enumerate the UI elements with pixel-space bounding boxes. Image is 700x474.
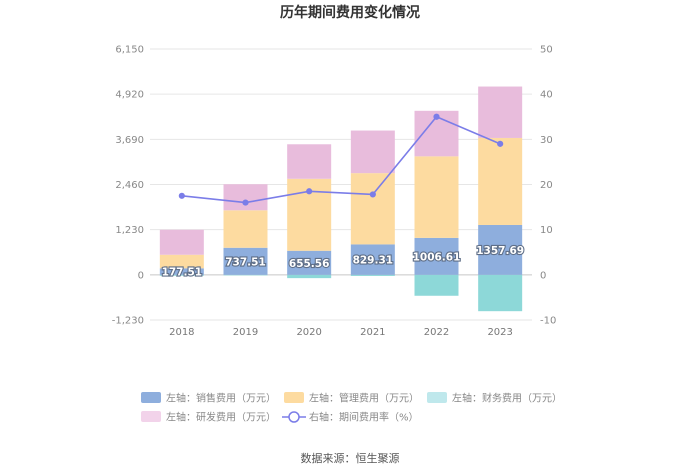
sales-data-label: 1357.69 [476,245,524,257]
bar-rnd [478,86,523,138]
sales-data-label: 829.31 [353,255,394,267]
expense-rate-point [306,188,313,195]
chart-title: 历年期间费用变化情况 [280,4,420,21]
legend-swatch [284,392,304,403]
x-tick-label: 2022 [424,327,449,338]
expense-rate-point [242,199,249,206]
legend-swatch [427,392,447,403]
bar-financial [159,274,204,276]
x-tick-label: 2020 [296,327,321,338]
bar-management [223,210,268,248]
bar-management [478,137,523,225]
bar-data-labels: 177.51 737.51 655.56 829.31 1006.61 1357.69 [160,244,525,280]
expense-rate-point [178,192,185,199]
bar-sales [478,224,523,275]
x-tick-label: 2021 [360,327,385,338]
bar-management [159,254,204,269]
legend-swatch [141,392,161,403]
left-axis-ticks: 6,150 4,920 3,690 2,460 1,230 0 -1,230 [112,45,144,327]
bar-rnd [287,144,332,179]
bar-rnd [223,184,268,211]
legend-label: 左轴：研发费用（万元） [166,411,276,424]
right-tick-label: -10 [540,316,556,327]
bar-rnd [159,229,204,255]
bar-financial [223,274,268,276]
legend-label: 左轴：财务费用（万元） [452,392,562,405]
legend-swatch [141,411,161,422]
bar-financial [478,274,523,312]
x-tick-label: 2023 [487,327,512,338]
bar-management [350,173,395,245]
bar-management [414,156,459,238]
right-tick-label: 20 [540,180,553,191]
bar-sales [287,250,332,275]
legend: 左轴：销售费用（万元） 左轴：管理费用（万元） 左轴：财务费用（万元） 左轴：研发费用… [141,392,562,424]
bar-financial [287,274,332,279]
sales-data-label: 737.51 [225,256,266,268]
grid-lines [150,48,532,321]
left-tick-label: 2,460 [115,180,144,191]
expense-rate-point [497,140,504,147]
x-axis-ticks: 2018 2019 2020 2021 2022 2023 [169,327,513,338]
legend-label: 左轴：管理费用（万元） [309,392,419,405]
left-tick-label: 1,230 [115,225,144,236]
sales-data-label: 655.56 [289,258,330,270]
right-tick-label: 40 [540,90,553,101]
legend-label: 左轴：销售费用（万元） [166,392,276,405]
bar-rnd [350,130,395,174]
bar-financial [414,274,459,296]
data-source: 数据来源：恒生聚源 [301,451,400,465]
left-tick-label: -1,230 [112,316,144,327]
legend-label: 右轴：期间费用率（%） [309,411,419,424]
expense-rate-polyline [181,115,501,204]
sales-data-label: 1006.61 [413,251,461,263]
right-axis-ticks: 50 40 30 20 10 0 -10 [540,45,556,327]
expense-rate-line [178,113,504,206]
x-tick-label: 2018 [169,327,194,338]
bar-sales [223,247,268,275]
expense-rate-point [433,113,440,120]
expense-rate-point [369,191,376,198]
left-tick-label: 0 [138,270,144,281]
right-tick-label: 10 [540,225,553,236]
legend-line-marker [288,411,300,423]
right-tick-label: 50 [540,45,553,56]
left-tick-label: 3,690 [115,135,144,146]
sales-data-label: 177.51 [162,267,203,279]
right-tick-label: 30 [540,135,553,146]
bar-sales [414,237,459,275]
x-tick-label: 2019 [233,327,258,338]
bar-financial [350,274,395,276]
left-tick-label: 4,920 [115,90,144,101]
bar-series [159,86,523,312]
right-tick-label: 0 [540,270,546,281]
left-tick-label: 6,150 [115,45,144,56]
bar-sales [159,268,204,275]
bar-sales [350,244,395,275]
